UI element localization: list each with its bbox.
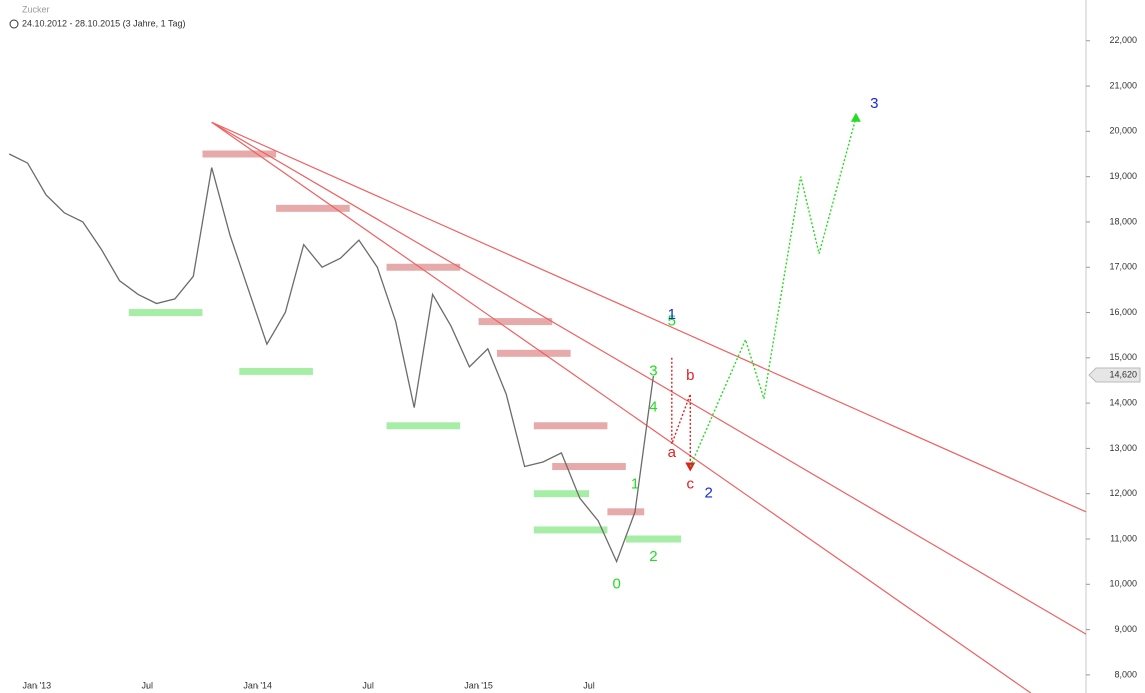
chart-subtitle: 24.10.2012 - 28.10.2015 (3 Jahre, 1 Tag) [22,18,185,28]
last-price-badge [1088,367,1141,383]
wave-label: 5 [668,313,676,330]
wave-label: 4 [649,399,657,416]
wave-label: a [668,444,677,461]
wave-label: c [687,476,695,493]
y-tick-label: 15,000 [1109,352,1137,362]
x-tick-label: Jan '15 [464,680,493,690]
wave-label: b [686,367,694,384]
level-zone [552,463,626,471]
x-tick-label: Jul [362,680,374,690]
level-zone [625,535,682,543]
level-zone [533,526,608,534]
level-zone [386,422,461,430]
projection-path [689,117,857,467]
level-zone [386,263,461,271]
y-tick-label: 8,000 [1114,669,1137,679]
x-tick-label: Jan '14 [243,680,272,690]
y-tick-label: 11,000 [1110,533,1137,543]
level-zone [276,204,350,212]
wave-label: 2 [704,485,712,502]
y-tick-label: 12,000 [1109,488,1137,498]
y-tick-label: 16,000 [1109,307,1137,317]
x-tick-label: Jul [141,680,153,690]
wave-label: 3 [649,362,657,379]
level-zone [202,150,277,158]
y-tick-label: 14,000 [1109,397,1137,407]
trend-line [211,121,1032,693]
projection-arrow [685,462,696,472]
y-tick-label: 19,000 [1109,171,1137,181]
projection-arrow [850,112,861,122]
y-tick-label: 20,000 [1109,126,1137,136]
y-tick-label: 21,000 [1109,80,1137,90]
trend-line [211,121,1087,513]
wave-label: 3 [870,95,878,112]
y-tick-label: 10,000 [1109,579,1137,589]
chart-title: Zucker [22,4,50,14]
y-tick-label: 17,000 [1109,262,1137,272]
level-zone [533,490,590,498]
level-zone [128,309,203,317]
wave-label: 1 [668,306,676,323]
projection-path [671,357,691,467]
y-tick-label: 13,000 [1109,443,1137,453]
level-zone [496,349,571,357]
trend-line [211,121,1087,635]
level-zone [239,367,313,375]
level-zone [607,508,645,516]
last-price-label: 14,620 [1109,369,1137,379]
x-tick-label: Jul [583,680,595,690]
y-tick-label: 18,000 [1109,216,1137,226]
x-tick-label: Jan '13 [22,680,51,690]
price-line [8,153,655,564]
wave-label: 1 [631,476,639,493]
clock-icon [9,19,19,29]
level-zone [478,318,553,326]
y-tick-label: 22,000 [1109,35,1137,45]
y-tick-label: 9,000 [1114,624,1137,634]
wave-label: 0 [612,575,620,592]
level-zone [533,422,608,430]
wave-label: 2 [649,548,657,565]
